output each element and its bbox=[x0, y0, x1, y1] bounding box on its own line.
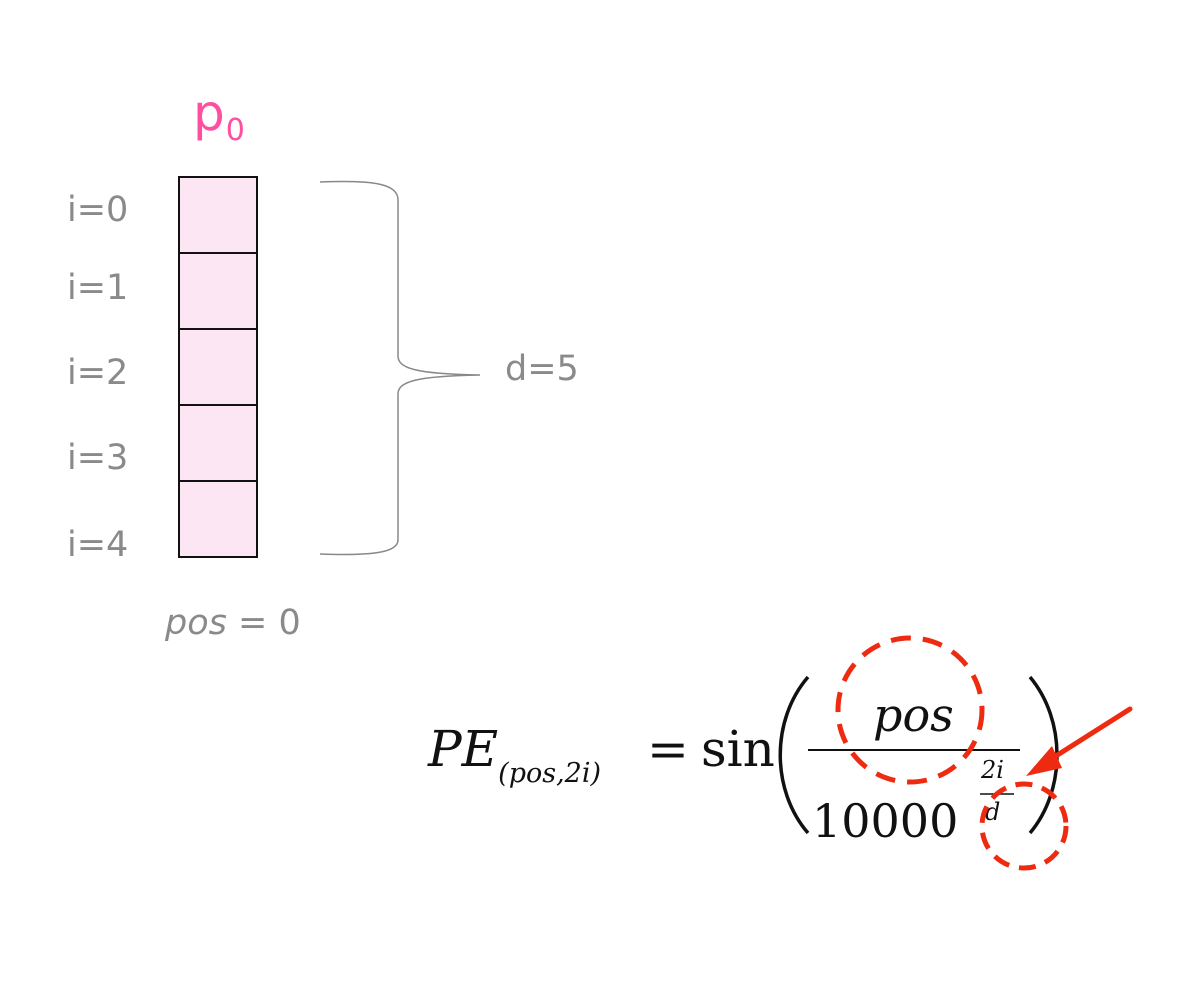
vector-name: p bbox=[193, 84, 225, 142]
formula-numerator: pos bbox=[873, 688, 954, 742]
position-value: = 0 bbox=[226, 603, 301, 643]
index-label-0: i=0 bbox=[67, 190, 129, 230]
positional-encoding-formula: PE(pos,2i) = sin pos 10000 2i d bbox=[428, 640, 1068, 870]
dimension-brace bbox=[319, 180, 481, 556]
formula-exponent-denominator: d bbox=[985, 798, 1001, 826]
formula-lhs: PE(pos,2i) bbox=[428, 724, 601, 787]
vector-subscript: 0 bbox=[225, 113, 245, 148]
position-label: pos = 0 bbox=[165, 606, 301, 641]
vector-cell-0 bbox=[180, 178, 256, 254]
vector-cell-2 bbox=[180, 330, 256, 406]
vector-cell-3 bbox=[180, 406, 256, 482]
index-label-4: i=4 bbox=[67, 525, 129, 565]
dashed-circle-icon bbox=[979, 781, 1069, 871]
formula-equals: = bbox=[647, 720, 689, 778]
position-variable: pos bbox=[165, 603, 227, 643]
index-label-1: i=1 bbox=[67, 268, 129, 308]
dimension-label: d=5 bbox=[505, 349, 579, 389]
dashed-circle-icon bbox=[835, 635, 985, 785]
left-paren bbox=[778, 675, 810, 835]
vector-cell-1 bbox=[180, 254, 256, 330]
formula-function: sin bbox=[701, 720, 775, 778]
index-label-2: i=2 bbox=[67, 353, 129, 393]
formula-lhs-symbol: PE bbox=[428, 720, 499, 778]
formula-lhs-subscript: (pos,2i) bbox=[498, 758, 602, 789]
formula-denominator-base: 10000 bbox=[812, 794, 959, 848]
position-vector bbox=[178, 176, 258, 558]
formula-exponent-numerator: 2i bbox=[981, 756, 1004, 784]
vector-title: p0 bbox=[193, 88, 245, 146]
arrow-icon bbox=[1026, 706, 1133, 776]
index-label-3: i=3 bbox=[67, 438, 129, 478]
